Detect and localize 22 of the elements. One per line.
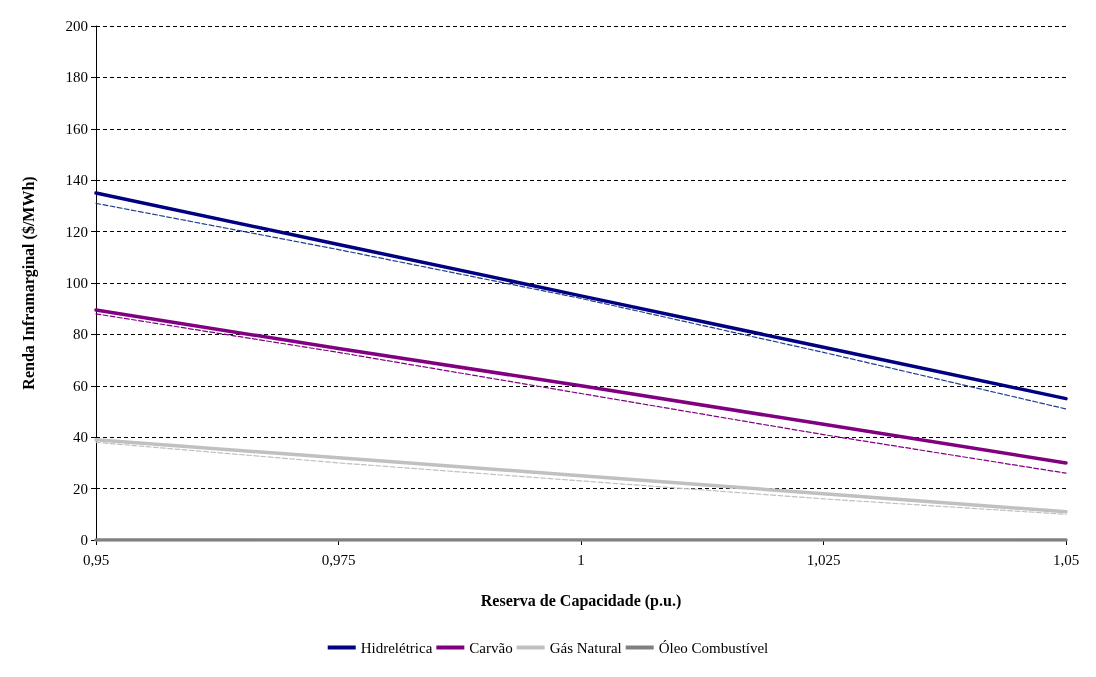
x-tick-label: 0,975 bbox=[321, 551, 356, 568]
y-tick-label: 0 bbox=[80, 532, 88, 548]
y-tick-label: 160 bbox=[65, 120, 88, 137]
x-axis-title: Reserva de Capacidade (p.u.) bbox=[480, 591, 682, 610]
y-tick-label: 40 bbox=[73, 429, 88, 446]
y-tick-label: 200 bbox=[65, 18, 88, 34]
legend-label: Hidrelétrica bbox=[360, 639, 433, 656]
legend-label: Carvão bbox=[469, 639, 513, 656]
x-tick-label: 1,05 bbox=[1052, 551, 1080, 568]
x-tick-label: 1 bbox=[577, 551, 585, 568]
x-tick-label: 1,025 bbox=[806, 551, 841, 568]
y-tick-label: 60 bbox=[73, 377, 88, 394]
y-tick-label: 80 bbox=[73, 326, 88, 343]
y-tick-label: 120 bbox=[65, 223, 88, 240]
y-tick-label: 180 bbox=[65, 69, 88, 86]
x-tick-label: 0,95 bbox=[82, 551, 110, 568]
y-tick-label: 20 bbox=[73, 480, 88, 497]
y-tick-label: 140 bbox=[65, 172, 88, 189]
legend-label: Gás Natural bbox=[549, 639, 622, 656]
y-tick-label: 100 bbox=[65, 275, 88, 291]
legend-label: Óleo Combustível bbox=[658, 639, 769, 656]
y-axis-title: Renda Inframarginal ($/MWh) bbox=[19, 176, 38, 390]
